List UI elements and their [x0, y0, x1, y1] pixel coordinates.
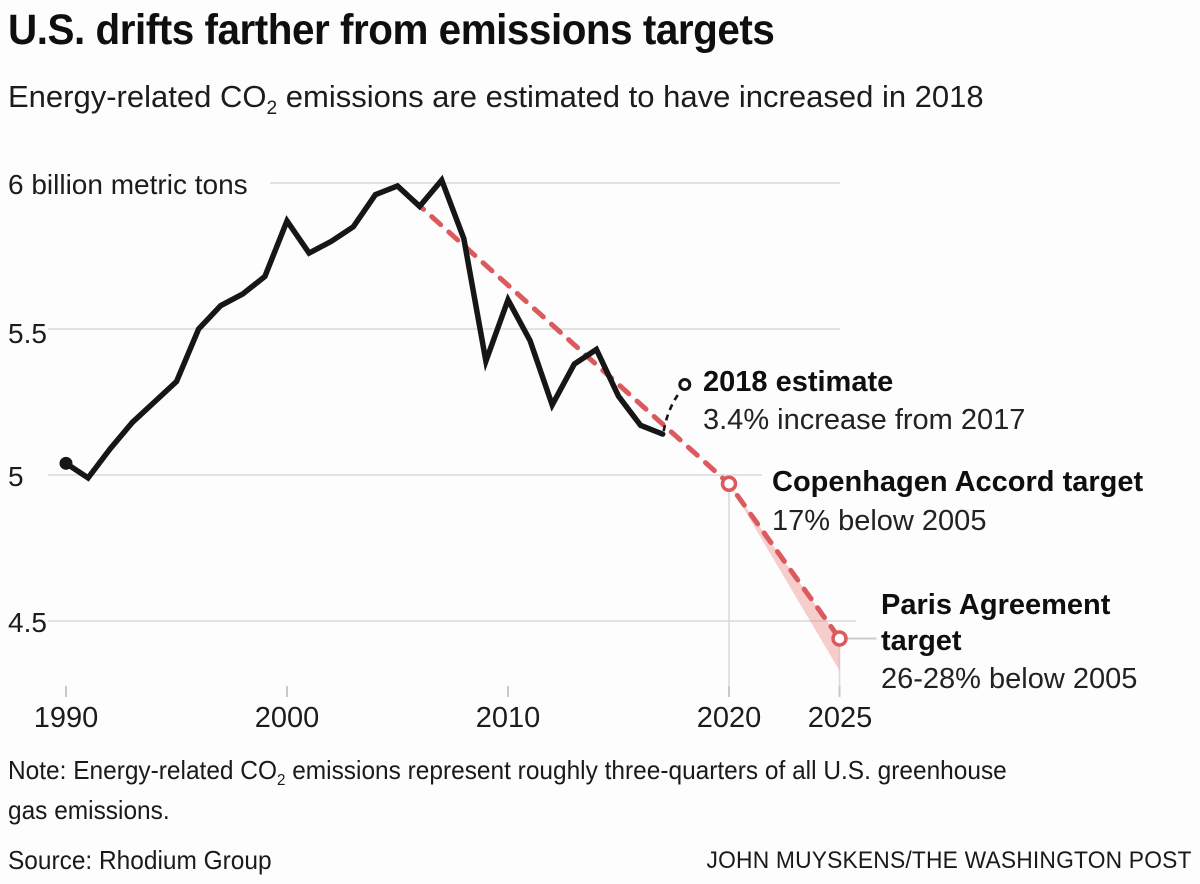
annotation-copenhagen-title: Copenhagen Accord target [772, 466, 1144, 498]
source-credit: Source: Rhodium Group [8, 845, 272, 875]
annotation-paris-title-line1: Paris Agreement [881, 589, 1111, 621]
estimate-2018-marker [678, 377, 692, 391]
annotation-2018-estimate-title: 2018 estimate [703, 366, 894, 398]
annotation-copenhagen-sublabel: 17% below 2005 [772, 505, 987, 537]
target-range-band [729, 483, 840, 671]
subtitle-text-tail: emissions are estimated to have increase… [277, 79, 984, 114]
x-axis-label-2000: 2000 [254, 702, 320, 734]
paris-target-marker [831, 630, 848, 647]
subtitle-text: Energy-related CO [8, 79, 267, 114]
chart-subtitle: Energy-related CO2 emissions are estimat… [8, 79, 984, 118]
footnote-line1: Note: Energy-related CO2 emissions repre… [8, 755, 1007, 790]
footnote-subscript: 2 [276, 771, 286, 790]
footnote-text: Note: Energy-related CO [8, 755, 277, 785]
emissions-line [63, 174, 666, 482]
y-axis-label-5-5: 5.5 [8, 318, 47, 349]
footnote-text-tail: emissions represent roughly three-quarte… [285, 755, 1007, 785]
copenhagen-target-marker [720, 475, 738, 493]
y-axis-label-4-5: 4.5 [8, 607, 47, 638]
footnote-line2: gas emissions. [8, 795, 170, 825]
x-axis-label-1990: 1990 [33, 702, 99, 734]
x-axis-label-2020: 2020 [696, 702, 762, 734]
author-byline: JOHN MUYSKENS/THE WASHINGTON POST [706, 847, 1192, 874]
annotation-2018-estimate-sublabel: 3.4% increase from 2017 [703, 404, 1026, 436]
y-axis-label-5: 5 [8, 461, 24, 492]
subtitle-subscript: 2 [266, 98, 278, 120]
series-start-dot [59, 456, 73, 470]
x-axis-label-2010: 2010 [475, 702, 541, 734]
page-title: U.S. drifts farther from emissions targe… [8, 6, 775, 54]
annotation-paris-sublabel: 26-28% below 2005 [881, 663, 1138, 695]
estimate-connector-line [662, 390, 682, 432]
y-axis-label-6: 6 billion metric tons [8, 169, 248, 200]
annotation-paris-title-line2: target [881, 625, 962, 657]
x-axis-label-2025: 2025 [807, 702, 873, 734]
